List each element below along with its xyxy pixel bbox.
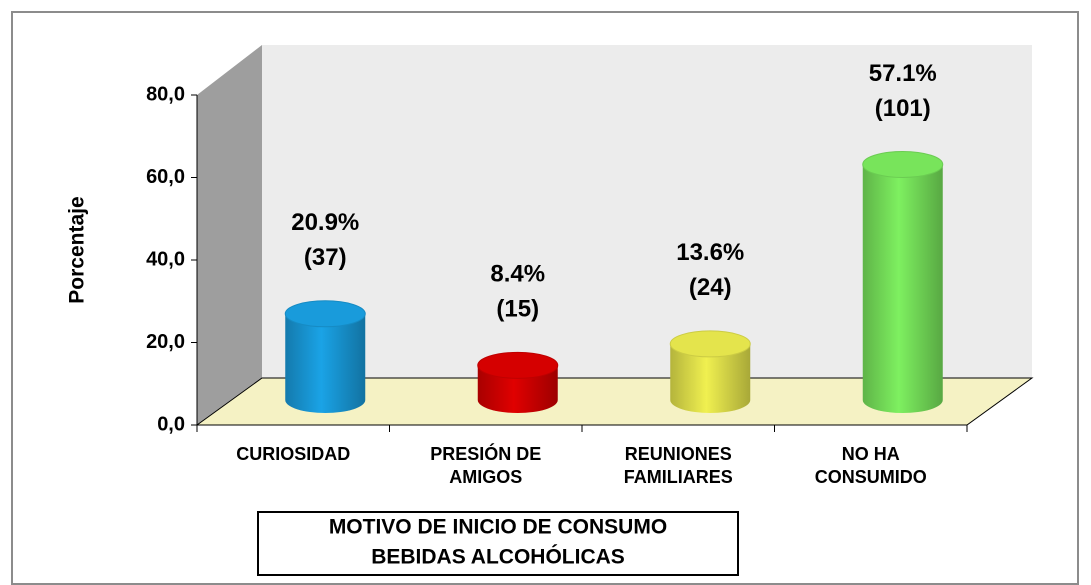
x-axis-label: MOTIVO DE INICIO DE CONSUMO — [329, 516, 667, 539]
value-label: 57.1% — [869, 60, 937, 87]
y-tick-label: 20,0 — [146, 331, 185, 353]
y-tick-label: 0,0 — [157, 413, 185, 435]
value-label: 8.4% — [490, 261, 545, 288]
bar — [670, 343, 751, 413]
x-tick-label: FAMILIARES — [624, 467, 733, 487]
count-label: (24) — [689, 274, 732, 301]
bar-top — [862, 150, 944, 178]
value-label: 13.6% — [676, 239, 744, 266]
side-wall — [197, 45, 262, 425]
count-label: (37) — [304, 244, 347, 271]
y-tick-label: 60,0 — [146, 166, 185, 188]
x-tick-label: CURIOSIDAD — [236, 444, 350, 464]
x-tick-label: PRESIÓN DE — [430, 443, 541, 464]
x-axis-label: BEBIDAS ALCOHÓLICAS — [371, 545, 625, 569]
x-tick-label: AMIGOS — [449, 467, 522, 487]
count-label: (15) — [496, 296, 539, 323]
value-label: 20.9% — [291, 209, 359, 236]
bar — [477, 365, 558, 413]
x-tick-label: CONSUMIDO — [815, 467, 927, 487]
x-tick-label: NO HA — [842, 444, 900, 464]
x-label-box — [257, 511, 739, 576]
bar-top — [284, 300, 366, 328]
bar-top — [669, 330, 751, 358]
count-label: (101) — [875, 95, 931, 122]
bar-top — [477, 351, 559, 379]
y-tick-label: 80,0 — [146, 83, 185, 105]
bar — [285, 313, 366, 413]
bar — [862, 164, 943, 413]
x-tick-label: REUNIONES — [625, 444, 732, 464]
y-axis-label: Porcentaje — [66, 196, 89, 303]
y-tick-label: 40,0 — [146, 248, 185, 270]
back-wall — [262, 45, 1032, 378]
